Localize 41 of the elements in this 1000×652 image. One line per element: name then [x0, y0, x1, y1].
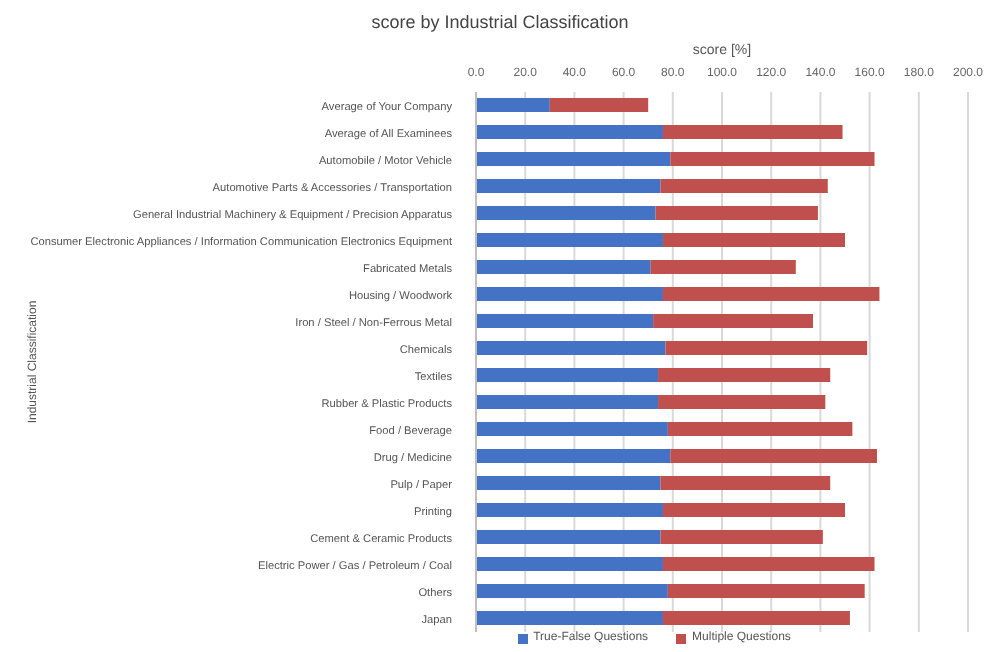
bar: [476, 314, 654, 328]
bar: [476, 611, 663, 625]
bar: [476, 125, 663, 139]
bar: [476, 98, 550, 112]
bar: [476, 557, 663, 571]
bar: [476, 584, 668, 598]
bar: [660, 530, 823, 544]
bar: [476, 206, 656, 220]
bar: [476, 395, 659, 409]
bar: [670, 449, 877, 463]
bar: [476, 260, 651, 274]
bar: [662, 287, 880, 301]
bar: [476, 530, 661, 544]
bar: [549, 98, 649, 112]
bar: [662, 125, 843, 139]
bar: [667, 422, 853, 436]
bar: [476, 503, 663, 517]
bar: [476, 449, 671, 463]
bar: [476, 287, 663, 301]
bar: [658, 368, 831, 382]
bar: [476, 422, 668, 436]
bar: [650, 260, 796, 274]
bar: [653, 314, 814, 328]
bar: [476, 341, 666, 355]
bar: [476, 179, 661, 193]
bar: [667, 584, 865, 598]
bar: [660, 476, 831, 490]
chart-title: score by Industrial Classification: [369, 12, 631, 32]
bar: [662, 557, 875, 571]
bar: [670, 152, 875, 166]
bar: [662, 503, 845, 517]
bar: [665, 341, 868, 355]
bar: [476, 152, 671, 166]
bar: [655, 206, 818, 220]
bar: [662, 233, 845, 247]
bar: [658, 395, 826, 409]
bar: [476, 476, 661, 490]
bar: [660, 179, 828, 193]
bar: [476, 368, 659, 382]
bar: [662, 611, 850, 625]
bar: [476, 233, 663, 247]
